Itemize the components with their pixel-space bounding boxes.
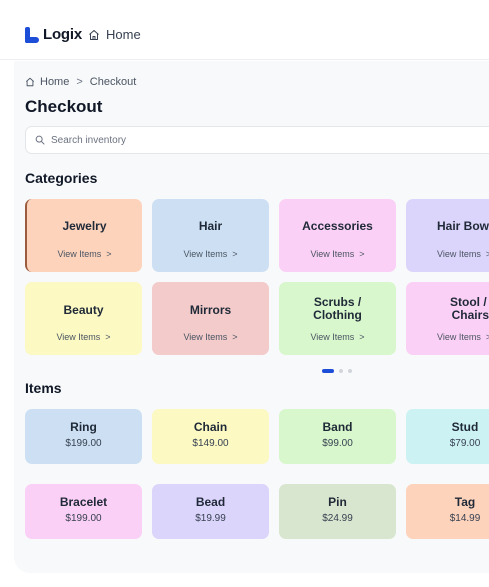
- home-icon: [89, 29, 99, 40]
- view-items-link[interactable]: View Items >: [183, 332, 238, 342]
- page-title: Checkout: [25, 97, 103, 116]
- home-icon: [25, 77, 35, 87]
- item-price: $14.99: [449, 513, 481, 524]
- item-card-chain[interactable]: Chain $149.00: [152, 409, 269, 464]
- view-items-link[interactable]: View Items >: [57, 249, 112, 259]
- top-navigation-bar: Logix Home: [0, 0, 489, 60]
- categories-heading: Categories: [25, 170, 98, 186]
- chevron-right-icon: >: [359, 249, 365, 259]
- view-items-link[interactable]: View Items >: [310, 332, 365, 342]
- category-name: Scrubs / Clothing: [313, 295, 362, 322]
- chevron-right-icon: >: [105, 332, 111, 342]
- category-name: Jewelry: [62, 219, 107, 233]
- item-card-tag[interactable]: Tag $14.99: [406, 484, 489, 539]
- item-name: Bracelet: [59, 495, 108, 509]
- nav-home-label: Home: [106, 27, 141, 42]
- search-bar[interactable]: [25, 126, 489, 154]
- view-items-link[interactable]: View Items >: [56, 332, 111, 342]
- item-price: $199.00: [65, 513, 102, 524]
- item-card-pin[interactable]: Pin $24.99: [279, 484, 396, 539]
- item-price: $24.99: [322, 513, 353, 524]
- item-price: $19.99: [195, 513, 226, 524]
- category-card-hair-bows[interactable]: Hair Bows View Items>: [406, 199, 489, 272]
- breadcrumb-current: Checkout: [89, 76, 137, 88]
- chevron-right-icon: >: [232, 249, 238, 259]
- item-name: Chain: [193, 420, 228, 434]
- item-name: Tag: [454, 495, 476, 509]
- chevron-right-icon: >: [106, 249, 112, 259]
- item-card-band[interactable]: Band $99.00: [279, 409, 396, 464]
- item-price: $149.00: [192, 438, 229, 449]
- breadcrumb-home[interactable]: Home: [40, 76, 70, 88]
- item-price: $199.00: [65, 438, 102, 449]
- pagination-dot[interactable]: [339, 369, 343, 373]
- item-price: $99.00: [322, 438, 353, 449]
- chevron-right-icon: >: [359, 332, 365, 342]
- category-name: Beauty: [63, 303, 104, 317]
- category-card-hair[interactable]: Hair View Items >: [152, 199, 269, 272]
- breadcrumb: Home > Checkout: [25, 76, 136, 88]
- item-name: Band: [322, 420, 353, 434]
- search-input[interactable]: [51, 134, 451, 146]
- category-card-stool-chairs[interactable]: Stool / Chairs View Items >: [406, 282, 489, 355]
- item-card-bead[interactable]: Bead $19.99: [152, 484, 269, 539]
- breadcrumb-separator: >: [76, 76, 83, 88]
- view-items-link[interactable]: View Items >: [310, 249, 365, 259]
- category-card-mirrors[interactable]: Mirrors View Items >: [152, 282, 269, 355]
- chevron-right-icon: >: [485, 332, 489, 342]
- carousel-pagination: [322, 369, 357, 373]
- item-name: Stud: [451, 420, 479, 434]
- category-card-beauty[interactable]: Beauty View Items >: [25, 282, 142, 355]
- pagination-dot[interactable]: [348, 369, 352, 373]
- items-heading: Items: [25, 380, 62, 396]
- item-name: Pin: [328, 495, 347, 509]
- category-card-scrubs-clothing[interactable]: Scrubs / Clothing View Items >: [279, 282, 396, 355]
- logo[interactable]: Logix: [25, 26, 82, 43]
- chevron-right-icon: >: [485, 249, 489, 259]
- view-items-link[interactable]: View Items >: [183, 249, 238, 259]
- item-name: Bead: [195, 495, 226, 509]
- item-name: Ring: [70, 420, 97, 434]
- view-items-link[interactable]: View Items >: [437, 332, 489, 342]
- category-name: Hair Bows: [437, 219, 489, 233]
- category-name: Stool / Chairs: [450, 295, 489, 322]
- item-card-bracelet[interactable]: Bracelet $199.00: [25, 484, 142, 539]
- view-items-link[interactable]: View Items >: [437, 249, 489, 259]
- category-name: Mirrors: [189, 303, 232, 317]
- item-card-ring[interactable]: Ring $199.00: [25, 409, 142, 464]
- item-price: $79.00: [449, 438, 481, 449]
- category-name: Hair: [198, 219, 223, 233]
- search-icon: [35, 135, 45, 145]
- nav-home-link[interactable]: Home: [88, 27, 141, 42]
- pagination-dot-active[interactable]: [322, 369, 334, 373]
- category-card-accessories[interactable]: Accessories View Items >: [279, 199, 396, 272]
- item-card-stud[interactable]: Stud $79.00: [406, 409, 489, 464]
- category-card-jewelry[interactable]: Jewelry View Items >: [25, 199, 142, 272]
- chevron-right-icon: >: [232, 332, 238, 342]
- logo-text: Logix: [43, 26, 82, 43]
- category-name: Accessories: [302, 219, 373, 233]
- logix-logo-icon: [25, 26, 39, 43]
